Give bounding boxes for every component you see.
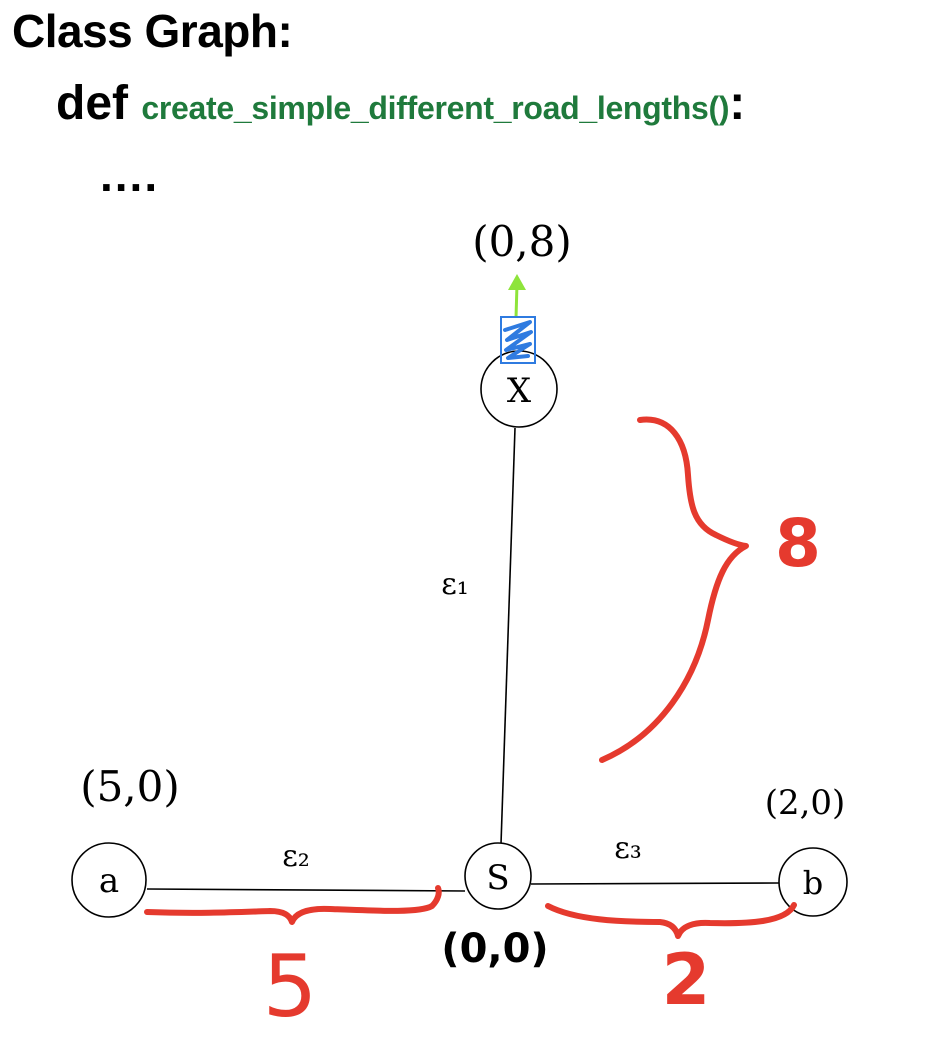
node-a-label: a — [99, 861, 119, 901]
node-a: a — [71, 842, 147, 918]
edge-e1-length: 8 — [775, 505, 821, 582]
scribble-marker-icon — [500, 316, 536, 364]
function-name: create_simple_different_road_lengths() — [141, 90, 730, 126]
node-x-label: X — [507, 371, 532, 411]
edge-e1-line — [500, 427, 516, 845]
edge-e2-length: 5 — [263, 937, 318, 1037]
edge-e2-label: ε₂ — [282, 839, 310, 874]
node-s-coord: (0,0) — [441, 926, 548, 972]
node-x-coord: (0,8) — [472, 217, 572, 266]
brace-e1 — [599, 416, 749, 763]
def-colon: : — [729, 77, 746, 130]
function-definition: def create_simple_different_road_lengths… — [56, 76, 745, 131]
node-a-coord: (5,0) — [80, 762, 180, 811]
edge-e3-length: 2 — [662, 939, 711, 1021]
node-b-coord: (2,0) — [765, 783, 846, 823]
node-s-label: S — [486, 858, 509, 898]
edge-e1-label: ε₁ — [441, 567, 469, 602]
node-s: S — [464, 842, 532, 910]
node-b: b — [778, 847, 848, 917]
code-ellipsis: .... — [100, 149, 160, 201]
def-keyword: def — [56, 77, 128, 130]
edge-e3-label: ε₃ — [614, 831, 642, 866]
brace-e2 — [144, 885, 442, 925]
brace-e3 — [545, 902, 797, 939]
page-title: Class Graph: — [12, 5, 293, 57]
edge-e3-line — [530, 882, 780, 885]
edge-e2-line — [146, 888, 466, 892]
direction-arrow-icon — [508, 274, 526, 319]
node-b-label: b — [803, 864, 823, 902]
